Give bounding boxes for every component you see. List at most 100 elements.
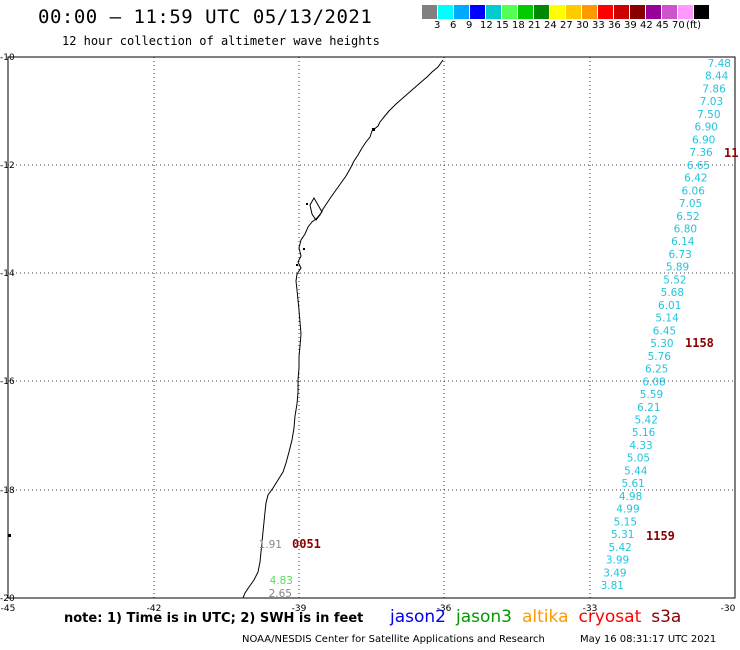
x-tick-label: -39 [292,604,307,614]
west-altimeter-track: 1.91 4.832.65 [259,539,293,600]
satellite-cryosat: cryosat [578,607,642,627]
legend-label: 30 [576,20,589,31]
legend-swatch [502,5,518,19]
wave-height-value: 5.76 [648,351,672,363]
wave-height-value: 7.50 [697,109,720,121]
y-tick-label: -16 [0,377,15,387]
wave-height-value: 7.03 [700,96,723,108]
color-legend: 3 6 9 12 15 18 21 24 27 30 33 36 39 42 45 70 (ft) [422,5,710,33]
legend-swatch [662,5,678,19]
legend-label: 12 [480,20,493,31]
time-label-east-lower: 1159 [646,529,675,543]
wave-height-value: 5.44 [624,465,648,477]
legend-label: 15 [496,20,509,31]
y-tick-label: -10 [0,53,15,63]
wave-height-value: 6.65 [687,160,710,172]
wave-height-value: 4.83 [270,575,293,587]
legend-swatch [550,5,566,19]
legend-label: (ft) [686,20,702,31]
wave-height-value: 5.14 [655,313,679,325]
x-tick-label: -33 [583,604,598,614]
legend-swatch [694,5,710,19]
wave-height-value: 5.42 [608,542,631,554]
satellite-s3a: s3a [651,607,682,627]
credit-text: NOAA/NESDIS Center for Satellite Applica… [242,634,545,645]
legend-label: 21 [528,20,541,31]
wave-height-value: 6.90 [695,122,718,134]
wave-height-value: 6.90 [692,134,715,146]
wave-height-value: 4.99 [616,504,639,516]
wave-height-value: 6.42 [684,173,707,185]
wave-height-value: 6.80 [674,224,697,236]
legend-label: 36 [608,20,621,31]
wave-height-value: 3.49 [603,567,626,579]
wave-height-value: 5.52 [663,274,686,286]
x-tick-label: -30 [721,604,736,614]
legend-swatch [454,5,470,19]
wave-height-value: 1.91 [259,539,282,551]
wave-height-value: 5.16 [632,427,656,439]
legend-label: 33 [592,20,605,31]
wave-height-value: 5.30 [650,338,673,350]
legend-label: 18 [512,20,525,31]
wave-height-value: 6.73 [668,249,691,261]
wave-height-value: 7.86 [702,83,726,95]
wave-height-value: 5.89 [666,262,689,274]
legend-label: 39 [624,20,637,31]
legend-swatch [614,5,630,19]
east-altimeter-track: 7.488.447.867.037.506.906.907.366.656.42… [601,58,731,592]
time-label-west: 0051 [292,537,321,551]
wave-height-value: 7.48 [708,58,731,70]
legend-swatch [598,5,614,19]
coastline [242,59,444,599]
wave-height-value: 6.08 [642,376,665,388]
y-tick-label: -18 [0,486,15,496]
legend-swatch [518,5,534,19]
legend-label: 27 [560,20,573,31]
x-axis-ticks: -45 -42 -39 -36 -33 -30 [1,604,736,614]
wave-height-value: 5.15 [614,516,637,528]
wave-height-value: 6.52 [676,211,699,223]
legend-swatch [486,5,502,19]
wave-height-value: 8.44 [705,71,729,83]
wave-height-value: 5.68 [661,287,684,299]
wave-height-value: 7.36 [689,147,713,159]
wave-height-value: 6.01 [658,300,681,312]
legend-label: 6 [450,20,457,31]
legend-label: 3 [434,20,441,31]
x-tick-label: -36 [437,604,452,614]
units-note: note: 1) Time is in UTC; 2) SWH is in fe… [64,611,364,626]
wave-height-value: 2.65 [269,588,292,600]
wave-height-value: 4.98 [619,491,642,503]
legend-swatch [582,5,598,19]
legend-labels: 3 6 9 12 15 18 21 24 27 30 33 36 39 42 45 70 (ft) [422,19,710,33]
legend-swatch [438,5,454,19]
legend-swatch [646,5,662,19]
wave-height-value: 6.06 [682,185,706,197]
coastline-islands [8,128,375,537]
generated-timestamp: May 16 08:31:17 UTC 2021 [580,634,717,645]
legend-swatch [566,5,582,19]
legend-swatch [422,5,438,19]
legend-swatch [470,5,486,19]
map-title: 00:00 – 11:59 UTC 05/13/2021 [38,6,373,28]
wave-height-value: 6.45 [653,325,676,337]
wave-height-value: 6.25 [645,364,668,376]
satellite-altika: altika [522,607,569,627]
legend-label: 70 [672,20,685,31]
wave-height-value: 5.05 [627,453,650,465]
legend-swatch [630,5,646,19]
legend-swatch [534,5,550,19]
x-tick-label: -42 [147,604,162,614]
legend-label: 45 [656,20,669,31]
y-tick-label: -12 [0,161,15,171]
legend-label: 9 [466,20,473,31]
satellite-jason2: jason2 [390,607,446,627]
wave-height-value: 5.42 [635,414,658,426]
map-frame [7,56,736,599]
wave-height-value: 3.99 [606,555,629,567]
y-tick-label: -20 [0,594,15,604]
wave-height-value: 5.31 [611,529,634,541]
time-label-east-upper: 11 [724,146,738,160]
